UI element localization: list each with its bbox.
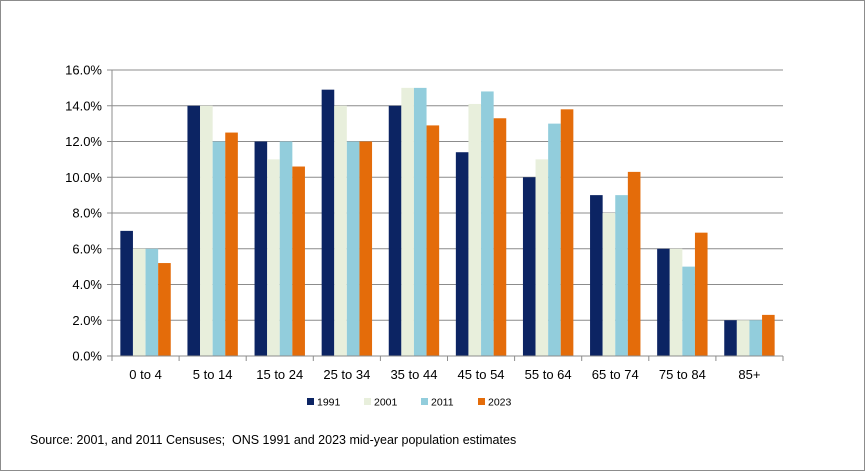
- bar-2023-7: [627, 171, 641, 356]
- y-tick-label: 14.0%: [65, 98, 102, 113]
- bar-2011-5: [481, 91, 494, 356]
- y-tick-label: 16.0%: [65, 63, 102, 78]
- legend-swatch-1991: [307, 398, 314, 405]
- bar-2001-8: [669, 248, 683, 356]
- bar-1991-6: [522, 177, 536, 356]
- bar-1991-7: [590, 195, 603, 356]
- source-note: Source: 2001, and 2011 Censuses; ONS 199…: [30, 433, 517, 447]
- x-category-label: 35 to 44: [390, 367, 437, 382]
- bar-2011-7: [615, 195, 628, 356]
- y-tick-label: 2.0%: [72, 313, 102, 328]
- bar-2001-3: [334, 105, 347, 356]
- x-category-label: 25 to 34: [323, 367, 370, 382]
- bar-2011-3: [346, 141, 360, 356]
- y-tick-label: 0.0%: [72, 349, 102, 364]
- bar-1991-0: [120, 230, 133, 356]
- bar-2001-5: [468, 103, 482, 357]
- y-tick-label: 8.0%: [72, 206, 102, 221]
- x-category-label: 65 to 74: [592, 367, 639, 382]
- bar-2023-4: [426, 125, 440, 356]
- legend-swatch-2011: [421, 398, 428, 405]
- bar-2001-7: [602, 213, 616, 356]
- bar-2011-1: [212, 141, 226, 356]
- legend-label: 2001: [374, 397, 398, 409]
- bar-2001-4: [401, 87, 414, 356]
- bar-2011-9: [749, 320, 763, 356]
- x-category-label: 85+: [738, 367, 760, 382]
- x-category-label: 75 to 84: [659, 367, 706, 382]
- bar-2011-0: [145, 248, 159, 356]
- bar-1991-4: [388, 105, 402, 356]
- bar-2001-6: [535, 159, 549, 356]
- bar-2023-5: [493, 118, 507, 356]
- bar-2001-2: [267, 159, 280, 356]
- legend-label: 2023: [488, 397, 512, 409]
- x-category-label: 0 to 4: [129, 367, 162, 382]
- legend-swatch-2001: [364, 398, 371, 405]
- bar-2023-8: [694, 232, 708, 356]
- x-category-label: 5 to 14: [193, 367, 233, 382]
- bar-2023-2: [292, 166, 305, 356]
- x-category-label: 45 to 54: [458, 367, 505, 382]
- y-tick-label: 6.0%: [72, 241, 102, 256]
- y-tick-label: 4.0%: [72, 277, 102, 292]
- bar-1991-3: [321, 89, 335, 356]
- bar-2023-3: [359, 141, 373, 356]
- x-category-label: 15 to 24: [256, 367, 303, 382]
- y-tick-label: 12.0%: [65, 134, 102, 149]
- bar-1991-8: [657, 248, 670, 356]
- y-tick-label: 10.0%: [65, 170, 102, 185]
- bar-2011-6: [548, 123, 561, 356]
- bar-1991-9: [724, 320, 737, 356]
- bar-2011-8: [682, 266, 695, 356]
- bar-2023-6: [560, 109, 574, 356]
- bar-1991-1: [187, 105, 201, 356]
- legend-label: 1991: [317, 397, 341, 409]
- bar-2023-1: [225, 132, 238, 356]
- bar-2011-4: [413, 87, 427, 356]
- legend-label: 2011: [431, 397, 454, 409]
- bar-2001-9: [736, 320, 750, 356]
- bar-1991-2: [254, 141, 268, 356]
- x-category-label: 55 to 64: [525, 367, 572, 382]
- bar-2023-9: [762, 314, 775, 356]
- population-age-bar-chart: 0.0% 2.0% 4.0% 6.0% 8.0% 10.0% 12.0% 14.0% 16.0%…: [65, 63, 784, 409]
- bar-2001-1: [200, 105, 213, 356]
- bar-2023-0: [158, 263, 171, 356]
- bar-1991-5: [455, 152, 469, 356]
- bar-2011-2: [279, 141, 293, 356]
- bar-2001-0: [132, 248, 146, 356]
- legend-swatch-2023: [478, 398, 485, 405]
